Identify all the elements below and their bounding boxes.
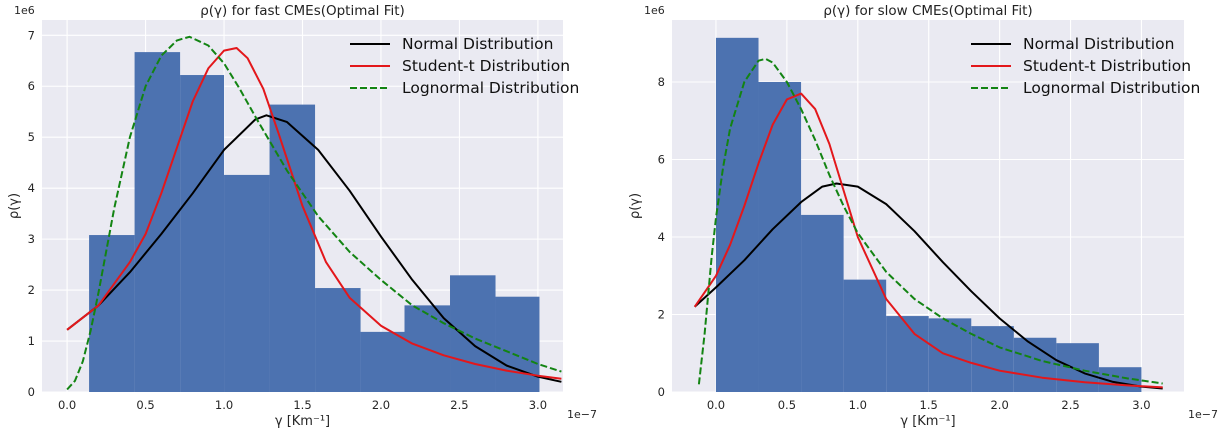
histogram-bar [495,296,540,392]
series-line-student-t-distribution [693,92,1163,389]
x-tick-label: 0.0 [707,398,725,412]
chart-title: ρ(γ) for fast CMEs(Optimal Fit) [200,3,405,19]
histogram-bar [315,288,361,392]
legend-label: Student-t Distribution [402,57,570,75]
y-tick-label: 4 [28,181,35,195]
x-tick-label: 2.0 [372,398,390,412]
histogram-bar [360,331,405,392]
x-offset-label: 1e−7 [567,408,597,421]
histogram-bar [971,326,1014,392]
legend: Normal Distribution Student-t Distributio… [350,35,579,97]
histogram-bar [224,174,270,392]
y-axis-label: ρ(γ) [628,193,643,219]
legend-label: Normal Distribution [402,35,553,53]
x-tick-label: 1.0 [215,398,233,412]
chart-title: ρ(γ) for slow CMEs(Optimal Fit) [823,3,1032,19]
y-offset-label: 1e6 [644,4,665,17]
chart-fast-cmes: 0.0 0.5 1.0 1.5 2.0 2.5 3.0 0 1 2 3 4 5 6 7 1e6 1e−7 ρ(γ)… [7,3,597,429]
x-tick-label: 3.0 [1132,398,1150,412]
y-tick-label: 0 [28,385,35,399]
x-axis-label: γ [Km⁻¹] [275,414,330,429]
x-tick-label: 2.0 [990,398,1008,412]
series-line-normal-distribution [66,114,562,383]
y-tick-label: 6 [28,79,35,93]
x-axis-label: γ [Km⁻¹] [900,414,955,429]
legend-label: Lognormal Distribution [402,79,579,97]
y-tick-label: 5 [28,130,35,144]
x-tick-label: 3.0 [529,398,547,412]
x-tick-label: 2.5 [1061,398,1079,412]
y-tick-label: 1 [28,334,35,348]
histogram-bar [89,235,135,392]
y-tick-label: 6 [658,153,665,167]
histogram-bar [1056,343,1099,392]
histogram-bar [801,214,844,392]
legend-label: Student-t Distribution [1023,57,1191,75]
histogram-bar [269,104,316,392]
x-tick-label: 2.5 [450,398,468,412]
y-tick-label: 2 [28,283,35,297]
y-tick-label: 0 [658,385,665,399]
chart-slow-cmes: 0.0 0.5 1.0 1.5 2.0 2.5 3.0 0 2 4 6 8 1e6 1e−7 ρ(γ) fo… [628,3,1218,429]
x-tick-label: 0.0 [58,398,76,412]
x-tick-label: 0.5 [778,398,796,412]
y-tick-label: 3 [28,232,35,246]
x-tick-label: 1.0 [849,398,867,412]
series-line-normal-distribution [694,182,1163,390]
histogram-bar [715,37,759,392]
histogram-bar [180,75,225,392]
y-tick-label: 2 [658,308,665,322]
histogram-bar [843,279,887,392]
x-tick-label: 1.5 [293,398,311,412]
legend-label: Lognormal Distribution [1023,79,1200,97]
series-line-lognormal-distribution [66,35,562,391]
histogram-bar [886,316,929,392]
x-tick-label: 0.5 [136,398,154,412]
y-offset-label: 1e6 [14,4,35,17]
y-tick-label: 4 [658,230,665,244]
x-tick-label: 1.5 [920,398,938,412]
series-line-student-t-distribution [66,47,562,380]
y-tick-label: 8 [658,75,665,89]
legend: Normal Distribution Student-t Distributio… [971,35,1200,97]
x-offset-label: 1e−7 [1188,408,1218,421]
histogram-bar [134,52,181,392]
y-tick-label: 7 [28,28,35,42]
series-line-lognormal-distribution [697,57,1163,385]
legend-label: Normal Distribution [1023,35,1174,53]
histogram-bar [450,275,496,392]
y-axis-label: ρ(γ) [7,193,22,219]
